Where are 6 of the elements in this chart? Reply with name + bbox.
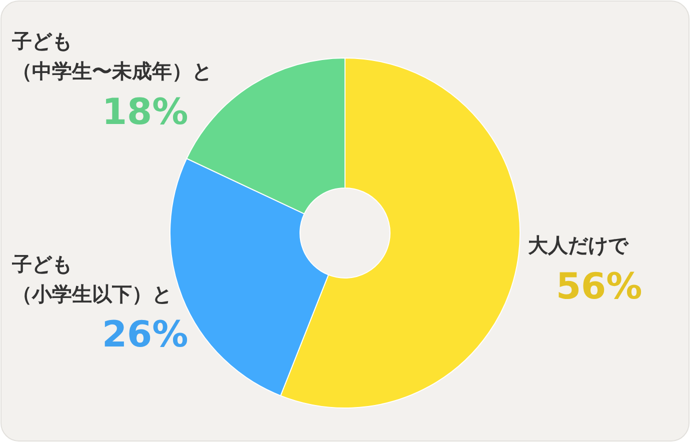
data-label: 18%: [102, 92, 188, 133]
slice-label: 大人だけで: [528, 232, 630, 260]
slice-label: 子ども（小学生以下）と: [12, 250, 173, 308]
data-label: 56%: [556, 266, 642, 308]
data-label: 26%: [102, 314, 188, 356]
slice-label: 子ども（中学生〜未成年）と: [12, 28, 212, 85]
